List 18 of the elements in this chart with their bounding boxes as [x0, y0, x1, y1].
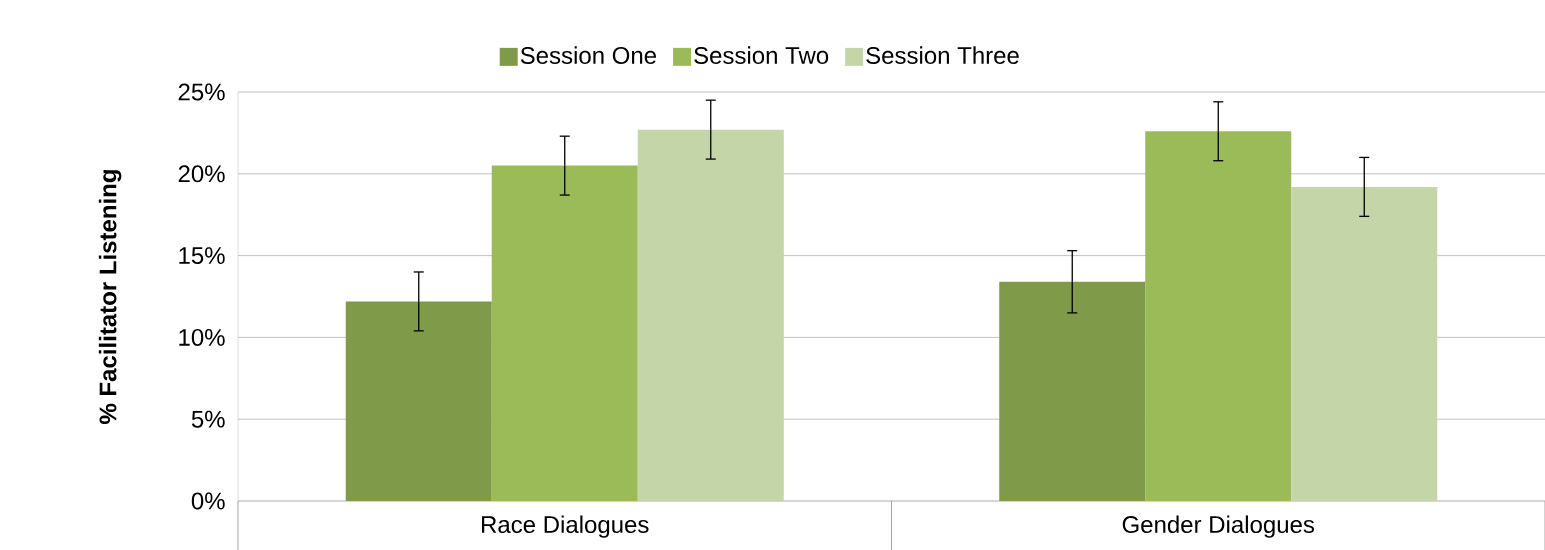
bar	[999, 281, 1146, 501]
y-tick-label: 20%	[178, 165, 225, 183]
y-tick-label: 15%	[179, 247, 225, 265]
legend-label: Session Two	[694, 46, 829, 64]
bar	[345, 301, 492, 501]
bar	[1145, 131, 1292, 501]
x-tick-label: Race Dialogues	[482, 515, 649, 538]
legend-label: Session One	[520, 46, 656, 64]
y-tick-label: 0%	[191, 492, 225, 510]
y-axis-title: % Facilitator Listening	[98, 170, 122, 424]
y-tick-label: 10%	[179, 328, 225, 346]
y-tick-label: 5%	[191, 410, 225, 428]
bar	[1291, 186, 1438, 501]
bar	[637, 129, 784, 501]
y-tick-label: 25%	[178, 83, 225, 101]
legend-label: Session Three	[866, 46, 1019, 64]
bar	[491, 165, 638, 501]
x-tick-label: Gender Dialogues	[1122, 515, 1315, 538]
